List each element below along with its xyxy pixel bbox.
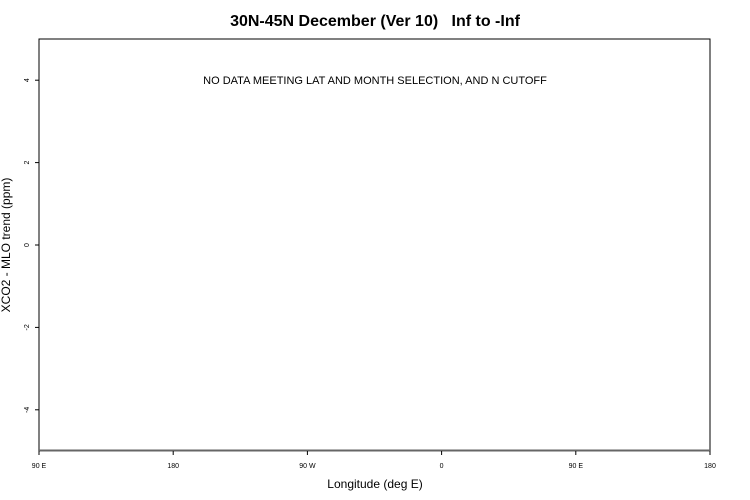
y-tick-label: 4 (24, 78, 31, 82)
y-tick-label: 2 (24, 161, 31, 165)
no-data-annotation: NO DATA MEETING LAT AND MONTH SELECTION,… (203, 75, 547, 87)
y-tick-label: -4 (24, 407, 31, 413)
y-tick-label: 0 (24, 243, 31, 247)
plot-frame (38, 38, 711, 452)
x-tick-label: 180 (704, 463, 716, 470)
x-tick-label: 0 (440, 463, 444, 470)
x-tick-label: 90 E (569, 463, 584, 470)
y-tick-label: -2 (24, 324, 31, 330)
x-tick-label: 180 (167, 463, 179, 470)
y-axis-label: XCO2 - MLO trend (ppm) (0, 178, 13, 313)
x-axis-label: Longitude (deg E) (327, 477, 422, 491)
x-tick-label: 90 E (32, 463, 47, 470)
chart-title: 30N-45N December (Ver 10) Inf to -Inf (230, 13, 521, 30)
x-tick-label: 90 W (299, 463, 316, 470)
